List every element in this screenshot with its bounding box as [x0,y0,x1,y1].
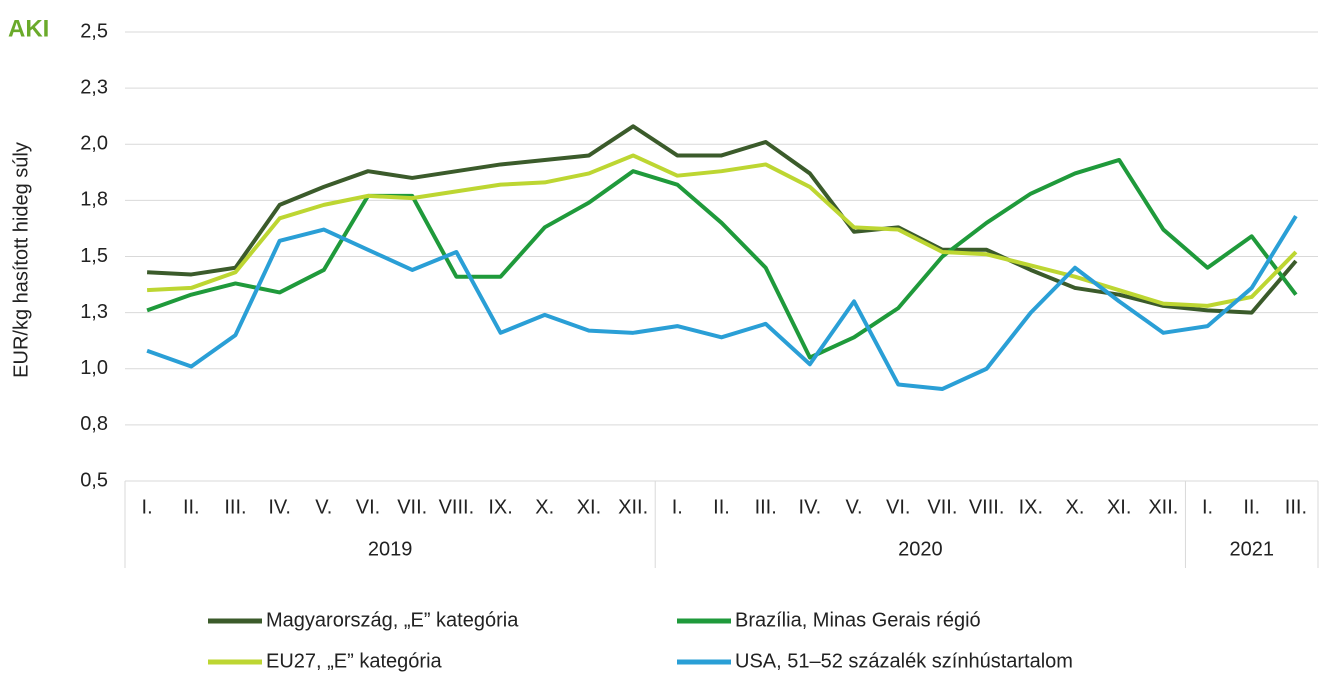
series-line [146,124,1298,315]
x-tick-label: V. [315,496,332,518]
legend-label: Magyarország, „E” kategória [266,609,519,631]
x-tick-label: VI. [356,496,380,518]
y-tick-label: 2,5 [80,20,108,42]
x-group-label: 2021 [1229,538,1274,560]
legend-label: Brazília, Minas Gerais régió [735,609,981,631]
x-tick-label: X. [535,496,554,518]
x-tick-label: I. [672,496,683,518]
x-tick-label: II. [713,496,730,518]
legend-label: USA, 51–52 százalék színhústartalom [735,650,1073,672]
x-tick-label: VIII. [969,496,1005,518]
x-tick-label: XII. [1148,496,1178,518]
x-tick-label: VII. [927,496,957,518]
x-group-label: 2020 [898,538,943,560]
x-tick-label: VIII. [439,496,475,518]
y-axis-title: EUR/kg hasított hideg súly [10,142,32,378]
legend-label: EU27, „E” kategória [266,650,443,672]
x-tick-label: II. [183,496,200,518]
y-tick-label: 1,8 [80,189,108,211]
x-tick-label: IX. [1019,496,1043,518]
x-tick-label: I. [142,496,153,518]
x-tick-label: V. [846,496,863,518]
x-tick-label: X. [1066,496,1085,518]
x-tick-label: IX. [488,496,512,518]
x-tick-label: XII. [618,496,648,518]
x-tick-label: VII. [397,496,427,518]
y-tick-label: 0,8 [80,413,108,435]
y-tick-label: 0,5 [80,469,108,491]
y-tick-label: 1,3 [80,301,108,323]
x-tick-label: I. [1202,496,1213,518]
x-tick-label: IV. [268,496,291,518]
y-tick-label: 2,0 [80,133,108,155]
x-group-label: 2019 [368,538,413,560]
y-tick-label: 2,3 [80,76,108,98]
y-tick-label: 1,5 [80,245,108,267]
x-tick-label: XI. [1107,496,1131,518]
x-tick-label: III. [224,496,246,518]
x-tick-label: XI. [577,496,601,518]
x-tick-label: VI. [886,496,910,518]
x-tick-label: III. [755,496,777,518]
logo: AKI [8,15,49,42]
series-line [146,157,1298,360]
x-tick-label: III. [1285,496,1307,518]
y-tick-label: 1,0 [80,357,108,379]
x-tick-label: II. [1243,496,1260,518]
x-tick-label: IV. [799,496,822,518]
series-line [146,153,1298,308]
series-line [146,215,1298,391]
